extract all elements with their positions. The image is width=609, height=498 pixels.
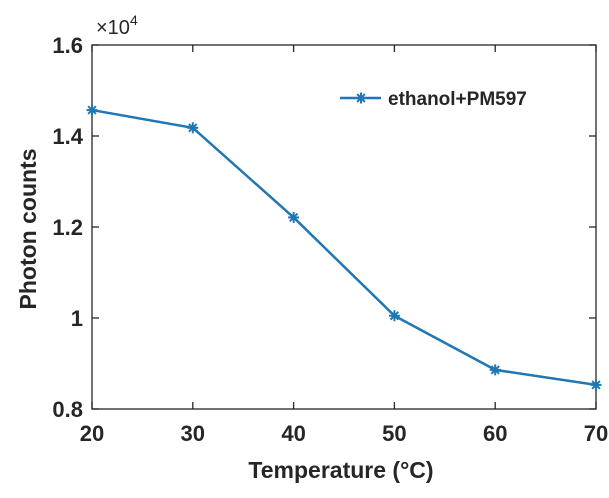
- axis-labels: Photon counts Temperature (°C) ×104: [15, 12, 434, 483]
- x-tick-label: 30: [181, 421, 205, 446]
- axes-layer: 20 30 40 50 60 70 0.8 1 1.2 1.4 1.6: [52, 33, 608, 446]
- data-point-marker: [590, 379, 602, 391]
- x-axis-label: Temperature (°C): [248, 457, 433, 483]
- y-axis-label: Photon counts: [15, 149, 41, 310]
- data-point-marker: [489, 364, 501, 376]
- y-tick-label: 1.4: [52, 124, 83, 149]
- series-layer: [86, 104, 602, 391]
- x-tick-label: 40: [281, 421, 305, 446]
- data-point-marker: [187, 122, 199, 134]
- y-tick-label: 1.6: [52, 33, 83, 58]
- y-axis-multiplier: ×104: [96, 12, 138, 39]
- legend-entry-label: ethanol+PM597: [388, 89, 527, 110]
- data-point-marker: [288, 211, 300, 223]
- x-tick-label: 50: [382, 421, 406, 446]
- y-multiplier-exponent: 4: [130, 12, 138, 28]
- y-multiplier-base: ×10: [96, 17, 130, 39]
- y-tick-label: 0.8: [52, 397, 83, 422]
- x-tick-label: 60: [483, 421, 507, 446]
- data-point-marker: [388, 310, 400, 322]
- legend-marker: [355, 92, 367, 104]
- legend: ethanol+PM597: [340, 89, 527, 110]
- x-tick-label: 20: [80, 421, 104, 446]
- series-line: [91, 108, 597, 387]
- x-tick-label: 70: [584, 421, 608, 446]
- data-point-marker: [86, 104, 98, 116]
- y-tick-label: 1: [71, 306, 83, 331]
- y-tick-label: 1.2: [52, 215, 83, 240]
